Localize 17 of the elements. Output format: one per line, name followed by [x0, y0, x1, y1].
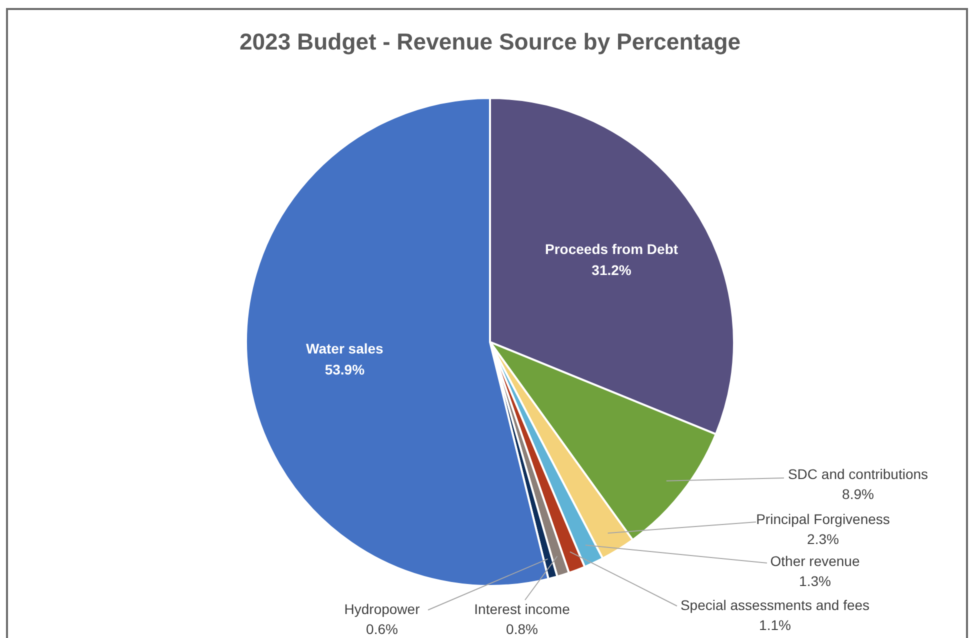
slice-label: Water sales — [306, 340, 384, 357]
data-label: 31.2% — [592, 262, 632, 278]
slice-label: Special assessments and fees — [680, 596, 870, 613]
data-label: 1.1% — [759, 616, 791, 633]
data-label: 1.3% — [799, 572, 831, 589]
slice-label: Interest income — [474, 600, 570, 617]
slice-label: SDC and contributions — [788, 466, 928, 482]
chart-title: 2023 Budget - Revenue Source by Percentage — [239, 28, 741, 54]
data-label: 2.3% — [807, 530, 839, 547]
slice-label: Principal Forgiveness — [756, 510, 890, 527]
data-label: 8.9% — [842, 486, 874, 502]
data-label: 53.9% — [324, 362, 366, 378]
slice-label: Other revenue — [770, 552, 860, 569]
data-label: 0.6% — [366, 620, 398, 637]
slice-label: Hydropower — [344, 600, 420, 617]
data-label: 0.8% — [506, 620, 538, 637]
slice-label: Proceeds from Debt — [544, 241, 678, 258]
